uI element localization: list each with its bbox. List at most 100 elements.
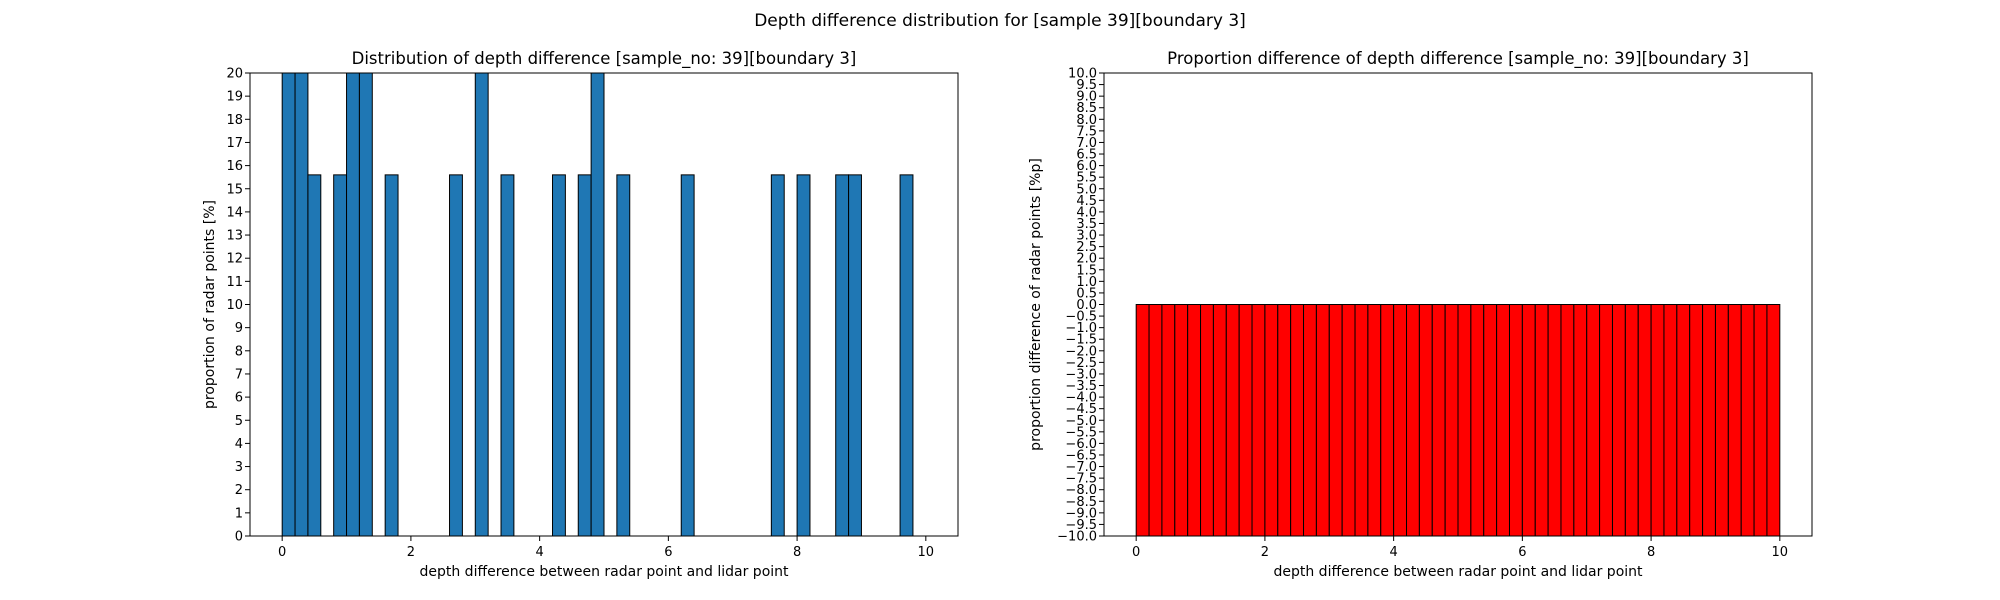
bar <box>1663 304 1678 537</box>
bar <box>590 72 605 537</box>
y-tick-label: 10 <box>226 298 243 313</box>
x-tick-label: 8 <box>1647 545 1655 560</box>
bar <box>1573 304 1588 537</box>
x-axis: 0 2 4 6 8 10 <box>278 536 934 560</box>
y-tick-label: −5.0 <box>1065 414 1097 429</box>
y-tick-label: 6 <box>235 391 243 406</box>
bar <box>1277 304 1292 537</box>
bar <box>474 72 489 537</box>
y-tick-label: 1.5 <box>1076 263 1097 278</box>
y-tick-label: 8.5 <box>1076 101 1097 116</box>
plot-frame <box>1103 72 1813 537</box>
y-tick-label: −1.5 <box>1065 333 1097 348</box>
bar <box>1650 304 1665 537</box>
x-tick-label: 2 <box>1261 545 1269 560</box>
y-tick-label: 7 <box>235 367 243 382</box>
bar <box>1586 304 1601 537</box>
y-tick-label: 0.0 <box>1076 298 1097 313</box>
bar <box>796 174 811 537</box>
bar <box>1393 304 1408 537</box>
bar <box>384 174 399 537</box>
bar <box>1676 304 1691 537</box>
y-tick-label: −8.5 <box>1065 495 1097 510</box>
bar <box>1238 304 1253 537</box>
chart-title: Proportion difference of depth differenc… <box>1167 49 1749 69</box>
y-tick-label: 12 <box>226 252 243 267</box>
y-tick-label: −6.0 <box>1065 437 1097 452</box>
x-tick-label: 4 <box>1389 545 1397 560</box>
bar <box>1200 304 1214 537</box>
y-tick-label: −1.0 <box>1065 321 1097 336</box>
y-axis: −10.0−9.5−9.0−8.5−8.0−7.5−7.0−6.5−6.0−5.… <box>1057 67 1104 545</box>
y-axis-label: proportion of radar points [%] <box>202 200 218 409</box>
bar <box>1431 304 1446 537</box>
bar <box>835 174 850 537</box>
y-tick-label: 8.0 <box>1076 113 1097 128</box>
y-tick-label: −3.0 <box>1065 367 1097 382</box>
x-tick-label: 2 <box>407 545 415 560</box>
bar <box>1689 304 1704 537</box>
proportion-difference-chart: Proportion difference of depth differenc… <box>1028 49 1813 580</box>
x-tick-label: 10 <box>918 545 935 560</box>
y-tick-label: 9.0 <box>1076 90 1097 105</box>
y-tick-label: 9.5 <box>1076 78 1097 93</box>
y-tick-label: 13 <box>226 229 243 244</box>
bar <box>848 174 862 537</box>
y-tick-label: 5.5 <box>1076 171 1097 186</box>
bar <box>1380 304 1395 537</box>
bar <box>1406 304 1420 537</box>
x-tick-label: 8 <box>793 545 801 560</box>
plot-frame <box>249 72 959 537</box>
bar <box>577 174 592 537</box>
bar <box>1508 304 1523 537</box>
bar <box>1534 304 1549 537</box>
y-tick-label: −7.0 <box>1065 460 1097 475</box>
x-axis: 0 2 4 6 8 10 <box>1132 536 1788 560</box>
x-tick-label: 6 <box>1518 545 1526 560</box>
y-tick-label: 6.0 <box>1076 159 1097 174</box>
y-tick-label: 2.5 <box>1076 240 1097 255</box>
bar <box>294 72 309 537</box>
bar <box>1496 304 1510 537</box>
bar <box>1135 304 1150 537</box>
y-tick-label: −7.5 <box>1065 472 1097 487</box>
bar <box>1174 304 1189 537</box>
y-tick-label: 4.5 <box>1076 194 1097 209</box>
bar <box>552 174 566 537</box>
bar <box>1290 304 1305 537</box>
x-tick-label: 0 <box>278 545 286 560</box>
bar <box>281 72 296 537</box>
y-tick-label: 2.0 <box>1076 252 1097 267</box>
bar <box>1727 304 1742 537</box>
y-tick-label: 3 <box>235 460 243 475</box>
bar <box>1470 304 1485 537</box>
bar <box>1367 304 1382 537</box>
y-tick-label: −8.0 <box>1065 483 1097 498</box>
y-tick-label: 2 <box>235 483 243 498</box>
chart-title: Distribution of depth difference [sample… <box>352 49 857 69</box>
bar <box>307 174 322 537</box>
y-axis-label: proportion difference of radar points [%… <box>1028 158 1044 451</box>
bar <box>1714 304 1729 537</box>
bar <box>1740 304 1755 537</box>
y-tick-label: 4.0 <box>1076 205 1097 220</box>
bar <box>500 174 515 537</box>
bar <box>770 174 785 537</box>
bar <box>1702 304 1716 537</box>
bar <box>1599 304 1613 537</box>
bar <box>1611 304 1626 537</box>
y-tick-label: 0.5 <box>1076 286 1097 301</box>
bar <box>1148 304 1163 537</box>
y-tick-label: 7.5 <box>1076 124 1097 139</box>
bar <box>1637 304 1652 537</box>
bar <box>1264 304 1279 537</box>
figure-suptitle: Depth difference distribution for [sampl… <box>754 11 1246 31</box>
bar <box>1457 304 1472 537</box>
y-tick-label: 15 <box>226 182 243 197</box>
x-axis-label: depth difference between radar point and… <box>419 564 789 580</box>
y-tick-label: −4.0 <box>1065 391 1097 406</box>
y-tick-label: 19 <box>226 90 243 105</box>
bar <box>1315 304 1330 537</box>
y-tick-label: 5.0 <box>1076 182 1097 197</box>
y-tick-label: −9.5 <box>1065 518 1097 533</box>
